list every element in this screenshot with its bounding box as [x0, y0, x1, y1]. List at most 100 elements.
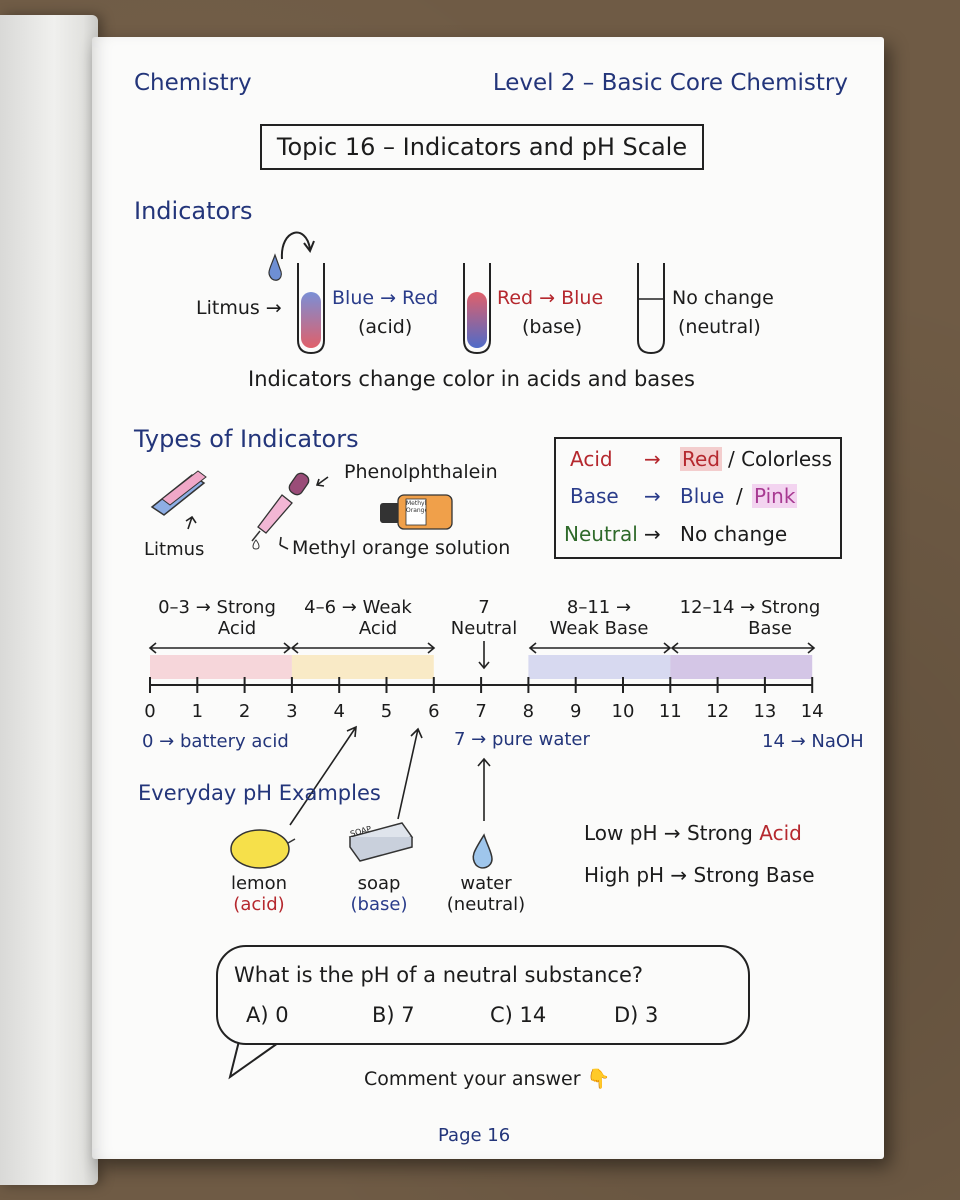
- ph-tick-label: 10: [611, 701, 635, 722]
- high-ph-rule: High pH → Strong Base: [584, 863, 815, 887]
- speech-bubble-tail: [228, 1036, 279, 1080]
- ph-tick-label: 3: [286, 701, 298, 722]
- tube1-change-text: Blue → Red: [332, 287, 439, 309]
- range-weak-acid: 4–6 → Weak Acid: [288, 597, 428, 639]
- quiz-question: What is the pH of a neutral substance?: [234, 963, 644, 987]
- ph-number-line: [149, 677, 814, 693]
- soap-name: soap: [357, 873, 401, 894]
- lemon-type: (acid): [233, 894, 285, 915]
- water-name: water: [460, 873, 512, 894]
- indicators-caption: Indicators change color in acids and bas…: [248, 367, 695, 391]
- topic-title-box: Topic 16 – Indicators and pH Scale: [260, 124, 704, 170]
- lemon-caption: lemon (acid): [216, 873, 302, 915]
- ph-tick-label: 12: [706, 701, 730, 722]
- range-neutral-line1: 7: [478, 597, 490, 618]
- range-weak-base: 8–11 → Weak Base: [536, 597, 662, 639]
- range-neutral-line2: Neutral: [450, 618, 518, 639]
- range-strong-acid: 0–3 → Strong Acid: [142, 597, 292, 639]
- ph-tick-label: 14: [800, 701, 824, 722]
- indicator-legend-box: Acid → Red / Colorless Base → Blue / Pin…: [554, 437, 842, 559]
- tube3-change: No change: [672, 287, 774, 309]
- low-ph-text: Low pH → Strong: [584, 821, 753, 845]
- ph-tick-label: 13: [753, 701, 777, 722]
- ph-tick-label: 4: [333, 701, 345, 722]
- ph-tick-label: 9: [569, 701, 582, 722]
- range-weak-acid-line1: 4–6 → Weak: [304, 597, 412, 618]
- level-label: Level 2 – Basic Core Chemistry: [492, 70, 848, 96]
- range-strong-base-line1: 12–14 → Strong: [679, 597, 821, 618]
- low-ph-acid: Acid: [759, 821, 802, 845]
- ph-tick-label: 5: [380, 701, 393, 722]
- quiz-option-b[interactable]: B) 7: [372, 1003, 415, 1027]
- types-heading: Types of Indicators: [134, 425, 359, 453]
- soap-caption: soap (base): [336, 873, 422, 915]
- range-weak-base-line2: Weak Base: [549, 618, 649, 639]
- tube3-condition: (neutral): [678, 316, 761, 338]
- litmus-paper-drawing: [150, 470, 207, 530]
- bottle-label: Methyl Orange: [406, 500, 426, 514]
- note-battery-acid: 0 → battery acid: [142, 731, 289, 752]
- indicator-tubes-drawing: [148, 231, 816, 1080]
- test-tube-2: [463, 263, 491, 355]
- ph-color-band: [528, 655, 671, 679]
- topic-title: Topic 16 – Indicators and pH Scale: [276, 133, 688, 161]
- legend-acid-arrow: →: [644, 447, 661, 471]
- ph-tick-label: 0: [144, 701, 156, 722]
- soap-type: (base): [350, 894, 408, 915]
- ph-color-bands: [150, 655, 813, 679]
- lemon-drawing: [230, 829, 296, 869]
- everyday-pointer-arrows: [289, 725, 491, 826]
- tube1-change: Blue → Red: [332, 287, 438, 309]
- ph-tick-label: 1: [191, 701, 204, 722]
- methyl-orange-bottle-drawing: [380, 494, 453, 530]
- litmus-pointer-label: Litmus →: [196, 297, 282, 319]
- water-drop-drawing: [472, 833, 493, 869]
- tube1-condition: (acid): [358, 316, 413, 338]
- note-naoh: 14 → NaOH: [762, 731, 864, 752]
- test-tube-1: [297, 263, 325, 355]
- legend-acid-rest: / Colorless: [728, 447, 833, 471]
- everyday-heading: Everyday pH Examples: [138, 781, 381, 805]
- subject-label: Chemistry: [134, 70, 252, 96]
- legend-acid-label: Acid: [570, 447, 613, 471]
- legend-base-pink: Pink: [752, 484, 798, 508]
- legend-neutral-arrow: →: [644, 522, 661, 546]
- range-strong-base-line2: Base: [748, 618, 792, 639]
- test-tube-3: [637, 263, 665, 355]
- range-strong-acid-line1: 0–3 → Strong: [158, 597, 276, 618]
- legend-base-label: Base: [570, 484, 619, 508]
- quiz-option-d[interactable]: D) 3: [614, 1003, 659, 1027]
- page-number: Page 16: [438, 1125, 511, 1146]
- dropper-drawing: [251, 472, 329, 550]
- indicators-heading: Indicators: [134, 197, 253, 225]
- comment-prompt: Comment your answer 👇: [364, 1068, 611, 1090]
- ph-tick-label: 8: [522, 701, 535, 722]
- range-strong-acid-line2: Acid: [217, 618, 257, 639]
- lemon-name: lemon: [230, 873, 288, 894]
- quiz-option-c[interactable]: C) 14: [490, 1003, 547, 1027]
- range-strong-base: 12–14 → Strong Base: [672, 597, 828, 639]
- tube2-condition: (base): [522, 316, 583, 338]
- quiz-option-a[interactable]: A) 0: [246, 1003, 289, 1027]
- ph-tick-label: 7: [475, 701, 487, 722]
- low-ph-rule: Low pH → Strong Acid: [584, 821, 802, 845]
- soap-drawing: [348, 822, 414, 862]
- ph-tick-label: 11: [658, 701, 682, 722]
- water-type: (neutral): [446, 894, 526, 915]
- phenolphthalein-label: Phenolphthalein: [344, 461, 498, 483]
- ph-tick-label: 6: [428, 701, 440, 722]
- litmus-label: Litmus: [144, 539, 205, 560]
- legend-base-blue: Blue: [680, 484, 725, 508]
- range-weak-base-line1: 8–11 →: [566, 597, 632, 618]
- ph-color-band: [291, 655, 434, 679]
- tube2-change: Red → Blue: [497, 287, 604, 309]
- legend-neutral-label: Neutral: [564, 522, 638, 546]
- legend-base-slash: /: [736, 484, 743, 508]
- legend-base-arrow: →: [644, 484, 661, 508]
- legend-acid-red: Red: [680, 447, 722, 471]
- ph-tick-label: 2: [238, 701, 251, 722]
- methyl-orange-label: Methyl orange solution: [292, 537, 511, 559]
- quiz-speech-bubble: What is the pH of a neutral substance? A…: [216, 945, 750, 1045]
- range-weak-acid-line2: Acid: [358, 618, 398, 639]
- range-neutral: 7 Neutral: [438, 597, 530, 639]
